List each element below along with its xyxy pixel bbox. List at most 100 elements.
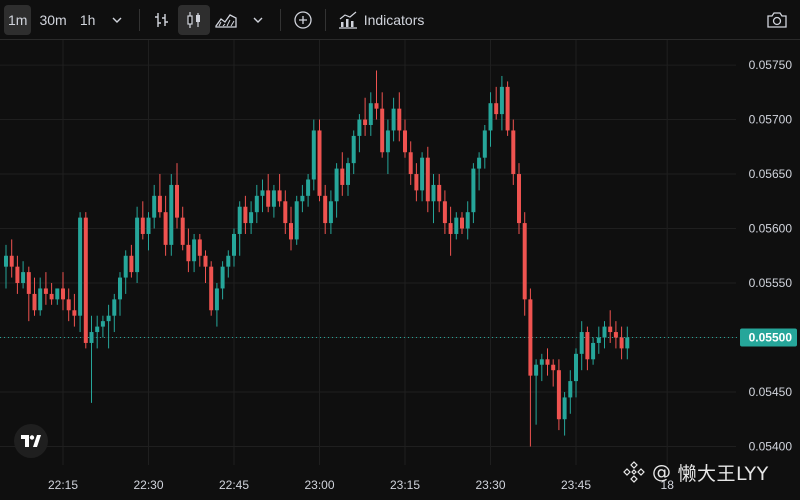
candle-body xyxy=(511,130,516,175)
area-chart-type-button[interactable] xyxy=(210,5,242,35)
last-price-label: 0.05500 xyxy=(749,331,793,345)
candle xyxy=(78,212,83,333)
price-axis: 0.05750 0.05700 0.05650 0.05600 0.05550 0.055… xyxy=(749,58,793,453)
ohlc-bars-icon xyxy=(154,12,168,27)
candle-body xyxy=(596,337,601,343)
candle xyxy=(579,321,584,371)
candle-body xyxy=(391,108,396,131)
candle xyxy=(380,92,385,158)
candle xyxy=(129,244,134,278)
candle xyxy=(522,212,527,316)
candle xyxy=(340,152,345,196)
candle xyxy=(477,152,482,191)
candle xyxy=(385,119,390,175)
candle-body xyxy=(260,190,265,196)
candle xyxy=(562,391,567,436)
candle xyxy=(420,152,425,202)
candle xyxy=(61,272,65,311)
candle xyxy=(534,359,539,425)
watermark-text: 懒大王LYY xyxy=(677,462,769,485)
time-tick-label: 18 xyxy=(661,478,675,492)
candle xyxy=(266,174,271,213)
candle xyxy=(55,288,60,305)
candle xyxy=(49,283,54,305)
candle-body xyxy=(306,179,311,196)
screenshot-button[interactable] xyxy=(762,5,792,35)
candle-body xyxy=(89,332,94,343)
candle-body xyxy=(488,103,493,131)
candlestick-chart-type-button[interactable] xyxy=(177,4,210,35)
bar-chart-type-button[interactable] xyxy=(146,5,178,35)
toolbar-divider xyxy=(324,8,326,31)
timeframe-30m-button[interactable]: 30m xyxy=(39,11,67,28)
time-tick-label: 23:30 xyxy=(475,478,505,492)
candle xyxy=(505,81,510,136)
candle xyxy=(425,146,430,213)
time-tick-label: 22:45 xyxy=(219,478,249,492)
camera-icon xyxy=(767,12,787,28)
candle-body xyxy=(602,326,607,338)
candle xyxy=(175,163,179,229)
candle xyxy=(32,277,37,316)
candle-body xyxy=(169,184,174,245)
candle-body xyxy=(203,255,208,267)
price-chart[interactable]: 0.05750 0.05700 0.05650 0.05600 0.05550 0.055… xyxy=(0,40,800,500)
candle-body xyxy=(363,119,368,125)
chart-type-dropdown-button[interactable] xyxy=(242,5,274,35)
time-tick-label: 22:15 xyxy=(48,478,78,492)
candle-body xyxy=(517,174,521,224)
time-tick-label: 23:00 xyxy=(304,478,334,492)
candle xyxy=(511,119,516,185)
candle xyxy=(517,163,521,234)
watermark: @ 懒大王LYY xyxy=(622,458,769,486)
candle-body xyxy=(482,130,487,158)
candle xyxy=(488,92,493,147)
candle xyxy=(260,179,265,213)
candle-body xyxy=(374,103,379,109)
candle xyxy=(112,293,117,333)
candle xyxy=(596,326,601,354)
timeframe-1h-button[interactable]: 1h xyxy=(79,11,96,28)
timeframe-dropdown-button[interactable] xyxy=(101,5,133,35)
candle-body xyxy=(317,130,322,196)
candle-body xyxy=(106,315,111,322)
candle xyxy=(585,326,590,371)
time-tick-label: 22:30 xyxy=(133,478,163,492)
candle-body xyxy=(539,359,544,365)
candle-body xyxy=(385,130,390,153)
compare-symbol-button[interactable] xyxy=(287,5,319,35)
candle-body xyxy=(157,195,162,213)
candle xyxy=(152,184,157,229)
candle-body xyxy=(123,255,128,278)
candle xyxy=(574,348,578,398)
candle-body xyxy=(613,332,618,338)
candle xyxy=(237,201,242,256)
timeframe-1m-button[interactable]: 1m xyxy=(4,4,32,35)
candle xyxy=(106,304,111,349)
candle-body xyxy=(568,381,573,398)
candle-body xyxy=(328,201,333,224)
candle xyxy=(465,201,470,240)
tradingview-logo[interactable] xyxy=(14,424,48,458)
candle-body xyxy=(551,364,556,371)
candle xyxy=(294,195,299,245)
candle-body xyxy=(442,201,447,224)
candle xyxy=(169,174,174,256)
last-price-label-bg xyxy=(740,328,797,347)
candle-body xyxy=(397,108,402,131)
candle-body xyxy=(499,86,504,115)
candle xyxy=(254,184,259,224)
candle-body xyxy=(340,168,345,185)
indicators-button[interactable]: Indicators xyxy=(332,5,431,35)
candlestick-icon xyxy=(187,11,200,28)
candle xyxy=(323,184,328,234)
candle-body xyxy=(294,201,299,240)
candle xyxy=(43,272,48,305)
price-tick-label: 0.05550 xyxy=(749,276,793,290)
candle-body xyxy=(619,337,624,349)
candle-body xyxy=(43,288,48,294)
price-tick-label: 0.05750 xyxy=(749,58,793,72)
candle-body xyxy=(477,157,482,169)
candle-body xyxy=(38,288,43,311)
candle xyxy=(414,163,419,202)
